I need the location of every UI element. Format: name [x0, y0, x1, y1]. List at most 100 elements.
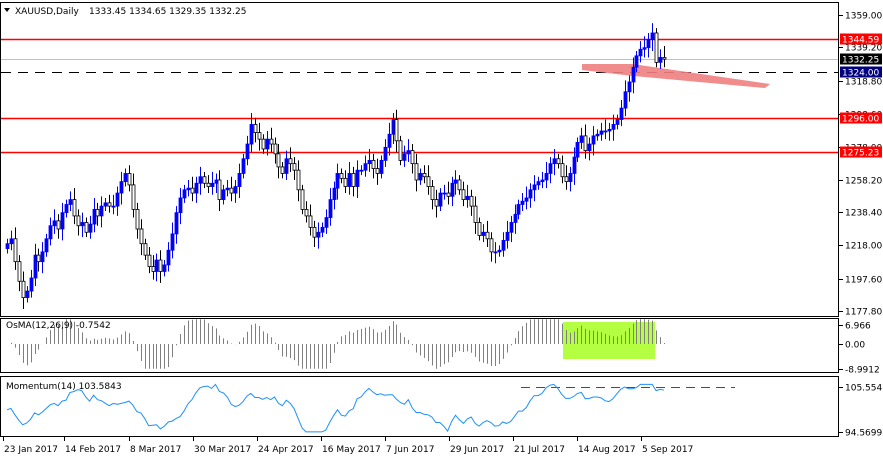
symbol-menu-icon[interactable] — [4, 8, 10, 12]
candle-bear — [139, 228, 144, 245]
candle-bull — [548, 163, 553, 174]
level-price-box — [840, 53, 882, 65]
price-tick-label: 1258.20 — [845, 177, 882, 187]
momentum-line — [6, 383, 665, 433]
candle-bull — [638, 48, 643, 57]
candle-bull — [450, 182, 455, 197]
level-price-label: 1324.00 — [842, 69, 879, 79]
candle-bull — [284, 158, 289, 174]
candle-bull — [442, 192, 447, 195]
price-tick-label: 1339.20 — [845, 44, 882, 54]
osma-tick-label: -8.9912 — [845, 366, 880, 376]
candle-bull — [214, 179, 219, 184]
candle-bull — [178, 197, 183, 214]
candle-bear — [13, 238, 18, 263]
date-label: 24 Apr 2017 — [258, 445, 314, 455]
candle-bull — [241, 158, 246, 174]
candle-bull — [509, 222, 514, 233]
candle-bull — [627, 81, 632, 93]
candle-bull — [92, 208, 97, 225]
candle-bull — [111, 205, 116, 208]
candle-bear — [339, 173, 344, 179]
date-label: 8 Mar 2017 — [130, 445, 181, 455]
main-pane[interactable]: XAUUSD,Daily 1333.45 1334.65 1329.35 133… — [0, 2, 883, 318]
osma-tick-label: 0.00 — [845, 341, 865, 351]
candle-bull — [225, 187, 230, 191]
candle-bull — [465, 195, 470, 200]
candle-bear — [371, 159, 376, 169]
candle-bear — [469, 195, 474, 207]
momentum-pane[interactable]: Momentum(14) 103.5843 105.5547 94.5699 — [0, 376, 883, 439]
osma-tick-label: 6.966 — [845, 322, 871, 332]
candle-bear — [17, 261, 22, 282]
candle-bull — [64, 204, 69, 214]
candle-bull — [623, 91, 628, 109]
candle-bull — [387, 133, 392, 148]
candle-bull — [335, 173, 340, 189]
candle-bull — [379, 159, 384, 174]
osma-pane[interactable]: OsMA(12,26,9) -0.7542 6.966 0.00 -8.9912 — [0, 318, 880, 376]
candle-bull — [80, 222, 85, 227]
candle-bear — [410, 150, 415, 165]
candle-bull — [438, 192, 443, 207]
candle-bear — [107, 202, 112, 207]
candle-bear — [654, 32, 659, 63]
candle-bear — [257, 132, 262, 140]
candle-bull — [383, 146, 388, 161]
candle-bull — [603, 130, 608, 133]
candle-bull — [154, 259, 159, 272]
momentum-tick-label: 105.5547 — [845, 384, 883, 394]
candle-bull — [33, 254, 38, 279]
candle-bull — [332, 187, 337, 200]
candle-bull — [579, 135, 584, 143]
candle-bull — [418, 173, 423, 181]
date-label: 16 May 2017 — [322, 445, 381, 455]
candle-bull — [194, 182, 199, 194]
candle-bull — [575, 142, 580, 158]
level-price-box — [840, 146, 882, 158]
candle-bull — [233, 186, 238, 194]
candle-bull — [607, 128, 612, 132]
candle-bear — [351, 173, 356, 187]
candle-bear — [394, 119, 399, 142]
candle-bear — [457, 179, 462, 191]
candle-bull — [29, 277, 34, 292]
candle-bear — [583, 135, 588, 151]
candle-bear — [296, 169, 301, 191]
candle-bull — [540, 179, 545, 183]
date-label: 5 Sep 2017 — [642, 445, 693, 455]
date-label: 21 Jul 2017 — [514, 445, 565, 455]
candle-bull — [658, 57, 663, 63]
candle-bear — [95, 208, 100, 217]
osma-title: OsMA(12,26,9) -0.7542 — [6, 321, 111, 331]
candle-bear — [461, 189, 466, 200]
candle-bull — [513, 213, 518, 223]
candle-bear — [76, 215, 81, 227]
candle-bull — [320, 226, 325, 233]
candle-bear — [308, 215, 313, 228]
candle-bull — [646, 39, 651, 49]
candle-bull — [406, 150, 411, 155]
candle-bull — [249, 124, 254, 145]
candle-bull — [524, 197, 529, 202]
candle-bull — [324, 217, 329, 228]
candle-bear — [131, 184, 136, 210]
candle-bull — [115, 192, 120, 207]
momentum-axis: 105.5547 94.5699 — [839, 384, 883, 439]
candle-bull — [174, 212, 179, 235]
candle-bear — [426, 176, 431, 187]
candle-bull — [68, 199, 73, 205]
price-tick-label: 1359.00 — [845, 12, 882, 22]
candle-bear — [564, 176, 569, 183]
osma-histogram — [11, 319, 665, 369]
level-lines — [1, 38, 838, 154]
price-tick-label: 1177.80 — [845, 308, 882, 318]
candle-bull — [170, 233, 175, 251]
candle-bear — [473, 205, 478, 223]
candle-bear — [21, 280, 26, 299]
candle-bear — [292, 163, 297, 171]
main-pane-border — [0, 2, 839, 317]
candle-bull — [493, 251, 498, 254]
price-tick-label: 1318.80 — [845, 78, 882, 88]
